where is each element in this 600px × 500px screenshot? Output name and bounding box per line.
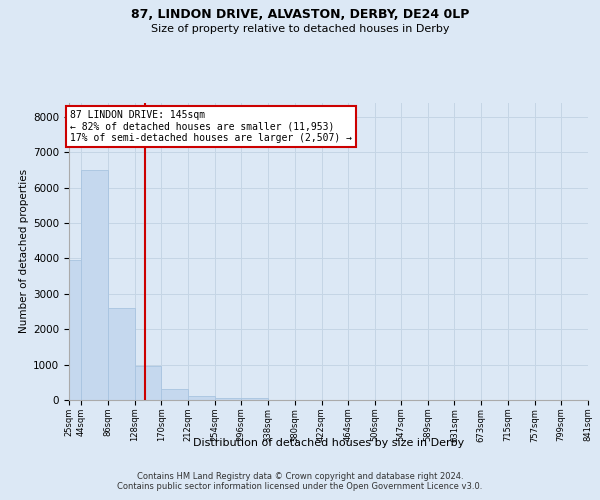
Text: Contains HM Land Registry data © Crown copyright and database right 2024.
Contai: Contains HM Land Registry data © Crown c… bbox=[118, 472, 482, 491]
Bar bbox=[81, 170, 108, 400]
Text: Size of property relative to detached houses in Derby: Size of property relative to detached ho… bbox=[151, 24, 449, 34]
Bar bbox=[134, 366, 161, 400]
Bar bbox=[108, 308, 134, 400]
Bar bbox=[188, 396, 215, 400]
Text: Distribution of detached houses by size in Derby: Distribution of detached houses by size … bbox=[193, 438, 464, 448]
Bar bbox=[241, 398, 268, 400]
Text: 87, LINDON DRIVE, ALVASTON, DERBY, DE24 0LP: 87, LINDON DRIVE, ALVASTON, DERBY, DE24 … bbox=[131, 8, 469, 20]
Bar bbox=[161, 389, 188, 400]
Text: 87 LINDON DRIVE: 145sqm
← 82% of detached houses are smaller (11,953)
17% of sem: 87 LINDON DRIVE: 145sqm ← 82% of detache… bbox=[70, 110, 352, 143]
Y-axis label: Number of detached properties: Number of detached properties bbox=[19, 169, 29, 334]
Bar bbox=[215, 398, 241, 400]
Bar bbox=[69, 260, 81, 400]
